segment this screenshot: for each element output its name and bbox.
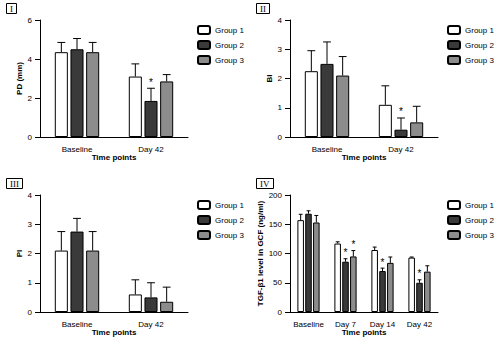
svg-text:Day 42: Day 42 bbox=[138, 145, 164, 154]
svg-text:*: * bbox=[418, 268, 422, 279]
svg-text:Day 42: Day 42 bbox=[407, 320, 433, 329]
svg-text:6: 6 bbox=[28, 16, 33, 25]
svg-text:Group 3: Group 3 bbox=[465, 231, 494, 240]
svg-text:Day 42: Day 42 bbox=[138, 320, 164, 329]
svg-text:0: 0 bbox=[28, 308, 33, 317]
svg-text:IV: IV bbox=[260, 179, 270, 189]
svg-text:Group 1: Group 1 bbox=[215, 26, 244, 35]
svg-text:*: * bbox=[381, 257, 385, 268]
svg-text:3: 3 bbox=[28, 220, 33, 229]
svg-text:*: * bbox=[351, 239, 355, 250]
svg-text:4: 4 bbox=[28, 191, 33, 200]
svg-text:Group 2: Group 2 bbox=[215, 41, 244, 50]
svg-text:I: I bbox=[10, 4, 13, 14]
svg-text:*: * bbox=[399, 106, 403, 117]
svg-text:Day 7: Day 7 bbox=[335, 320, 356, 329]
svg-text:0: 0 bbox=[278, 133, 283, 142]
svg-text:Day 42: Day 42 bbox=[388, 145, 414, 154]
svg-text:Baseline: Baseline bbox=[62, 320, 93, 329]
svg-text:PI: PI bbox=[15, 250, 24, 258]
svg-text:Time points: Time points bbox=[92, 153, 137, 162]
svg-text:Group 2: Group 2 bbox=[465, 41, 494, 50]
svg-text:Time points: Time points bbox=[342, 153, 387, 162]
svg-text:PD (mm): PD (mm) bbox=[15, 62, 24, 95]
svg-text:0: 0 bbox=[28, 133, 33, 142]
svg-text:Group 3: Group 3 bbox=[215, 231, 244, 240]
svg-text:Group 1: Group 1 bbox=[215, 201, 244, 210]
svg-text:Group 2: Group 2 bbox=[465, 216, 494, 225]
svg-text:Time points: Time points bbox=[92, 328, 137, 337]
svg-text:4: 4 bbox=[28, 55, 33, 64]
svg-text:200: 200 bbox=[269, 191, 283, 200]
svg-text:100: 100 bbox=[269, 249, 283, 258]
svg-text:II: II bbox=[260, 4, 266, 14]
svg-text:Baseline: Baseline bbox=[293, 320, 324, 329]
svg-text:TGF-β1 level in GCF (ng/ml): TGF-β1 level in GCF (ng/ml) bbox=[256, 201, 265, 307]
svg-text:Day 14: Day 14 bbox=[370, 320, 396, 329]
svg-text:Baseline: Baseline bbox=[62, 145, 93, 154]
svg-text:*: * bbox=[344, 247, 348, 258]
svg-text:Group 3: Group 3 bbox=[215, 56, 244, 65]
svg-text:2: 2 bbox=[28, 249, 33, 258]
svg-text:3: 3 bbox=[278, 45, 283, 54]
svg-text:4: 4 bbox=[278, 16, 283, 25]
svg-text:Group 1: Group 1 bbox=[465, 26, 494, 35]
svg-text:BI: BI bbox=[265, 75, 274, 83]
svg-text:III: III bbox=[10, 179, 19, 189]
svg-text:*: * bbox=[149, 77, 153, 88]
svg-text:Time points: Time points bbox=[342, 328, 387, 337]
svg-text:1: 1 bbox=[278, 103, 283, 112]
svg-text:0: 0 bbox=[278, 308, 283, 317]
svg-text:150: 150 bbox=[269, 220, 283, 229]
svg-text:Group 3: Group 3 bbox=[465, 56, 494, 65]
svg-text:1: 1 bbox=[28, 278, 33, 287]
svg-text:Baseline: Baseline bbox=[312, 145, 343, 154]
svg-text:2: 2 bbox=[278, 74, 283, 83]
svg-text:Group 1: Group 1 bbox=[465, 201, 494, 210]
svg-text:Group 2: Group 2 bbox=[215, 216, 244, 225]
svg-text:50: 50 bbox=[273, 278, 282, 287]
svg-text:2: 2 bbox=[28, 94, 33, 103]
